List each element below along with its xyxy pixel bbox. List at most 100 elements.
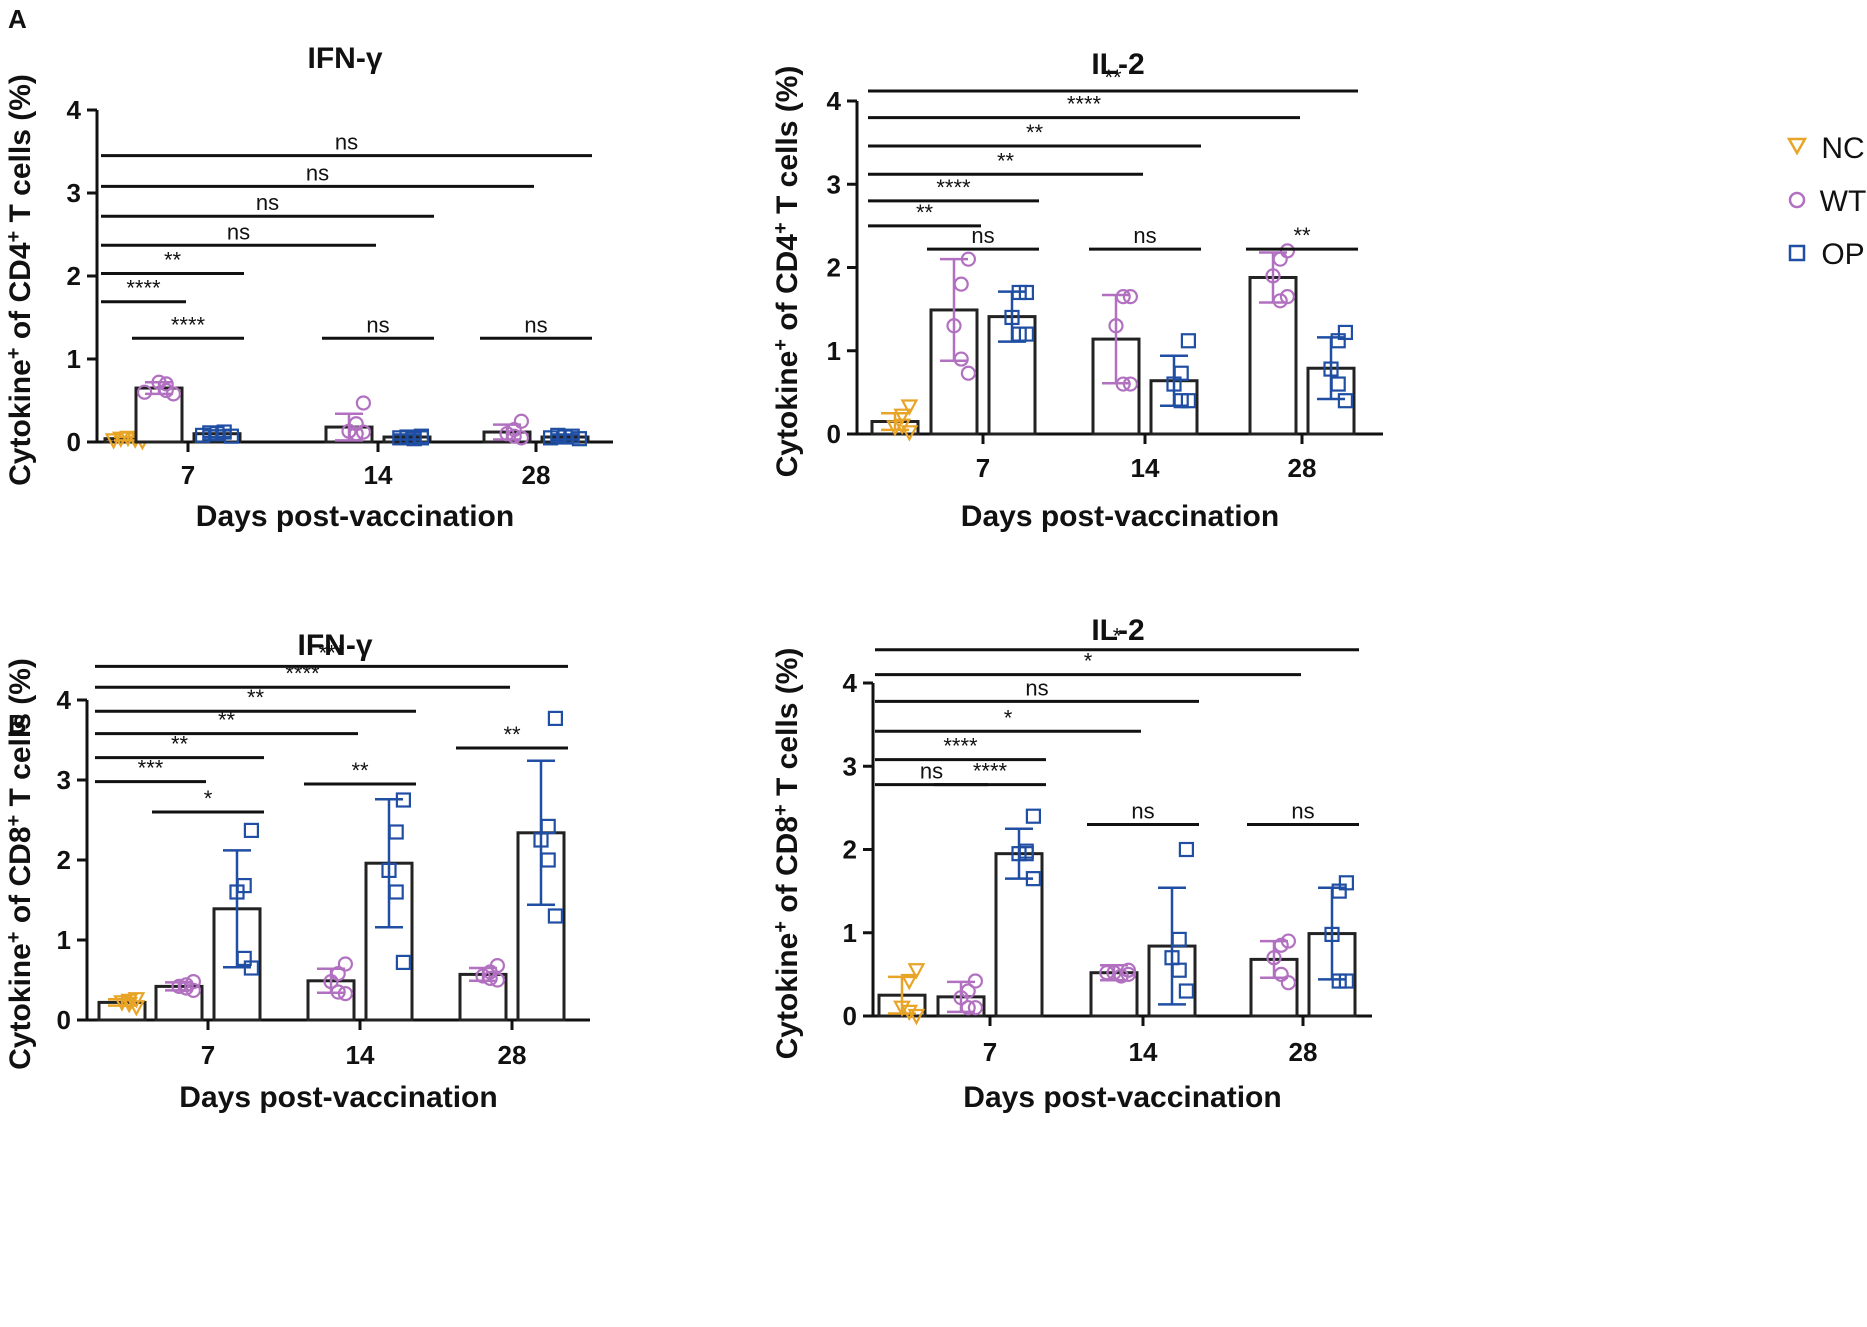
legend: NC WT OP <box>1786 132 1866 271</box>
wt-day-28-point <box>499 426 515 442</box>
wt-day-28-point <box>475 968 491 984</box>
wt-day-7-point <box>158 382 174 399</box>
y-tick-label: 0 <box>827 419 841 449</box>
op-day-7-point <box>1025 871 1042 887</box>
wt-day-14-point <box>330 984 346 1000</box>
y-axis-title-part: + <box>3 348 25 360</box>
y-axis-title-part: of CD4 <box>4 242 37 347</box>
op-day-7-point <box>223 428 239 444</box>
legend-item-op: OP <box>1788 238 1865 271</box>
y-tick-label: 2 <box>57 845 71 875</box>
wt-day-7-point <box>967 973 984 989</box>
op-day-7-point <box>1018 846 1034 862</box>
wt-day-28-point <box>513 413 530 429</box>
wt-day-28-point <box>1279 289 1296 305</box>
y-tick-label: 3 <box>827 169 841 199</box>
wt-day-14-point <box>355 395 371 411</box>
y-axis-title-part: Cytokine <box>4 359 37 486</box>
circle-icon <box>1788 191 1806 209</box>
significance-label: * <box>1113 624 1122 649</box>
op-day-28-point <box>1338 973 1355 989</box>
y-axis-title-part: + <box>770 339 792 351</box>
wt-day-7-point <box>953 276 969 292</box>
y-axis-title-part: + <box>770 804 792 816</box>
significance-label: ** <box>164 248 182 273</box>
significance-label: * <box>1084 649 1093 674</box>
significance-label: **** <box>943 734 978 759</box>
x-tick-label: 28 <box>1289 1037 1318 1067</box>
x-tick-label: 7 <box>201 1040 215 1070</box>
op-day-28-point <box>540 852 556 868</box>
op-day-7-point <box>243 822 259 839</box>
y-axis-title: Cytokine+ of CD8+ T cells (%) <box>770 648 804 1060</box>
wt-day-7-point <box>178 980 194 996</box>
x-axis-title: Days post-vaccination <box>963 1081 1281 1114</box>
significance-label: **** <box>285 661 320 686</box>
panel-label-a: A <box>8 4 27 34</box>
op-day-28-point <box>571 431 588 447</box>
wt-day-7-point <box>171 978 187 995</box>
x-tick-label: 14 <box>1129 1037 1158 1067</box>
wt-day-28-point <box>1280 975 1297 991</box>
y-tick-label: 1 <box>57 925 71 955</box>
op-day-14-point <box>1171 962 1187 978</box>
y-axis-title-part: T cells (%) <box>771 66 804 223</box>
op-day-28-point <box>1330 376 1346 392</box>
wt-day-28-point <box>1273 937 1289 953</box>
significance-label: **** <box>126 276 161 301</box>
x-axis-title: Days post-vaccination <box>179 1081 497 1114</box>
wt-day-28-point <box>1265 268 1281 284</box>
square-icon <box>1788 244 1806 262</box>
wt-day-28-point <box>1279 243 1296 259</box>
legend-label-op: OP <box>1821 238 1864 271</box>
x-tick-label: 7 <box>181 460 195 490</box>
op-day-28-point <box>540 818 556 835</box>
chart-a-cd4-ifn-gamma: IFN-γ 0 1 2 3 4 7 14 28 Days post-vaccination Cyto… <box>3 42 613 533</box>
op-day-14-point <box>395 792 411 808</box>
y-axis-title-part: Cytokine <box>771 933 804 1060</box>
op-day-14-point <box>388 884 404 900</box>
y-tick-label: 3 <box>843 751 857 781</box>
significance-label: ** <box>1293 223 1311 248</box>
y-axis-title-part: Cytokine <box>771 351 804 478</box>
legend-item-wt: WT <box>1788 185 1866 218</box>
y-axis-title-part: T cells (%) <box>4 658 37 815</box>
op-day-14-point <box>413 430 429 446</box>
significance-label: *** <box>138 756 164 781</box>
nc-point <box>127 1000 146 1017</box>
y-axis-title-part: of CD4 <box>771 234 804 339</box>
op-day-14-point <box>1166 376 1182 392</box>
significance-label: ** <box>1104 65 1122 90</box>
wt-day-7-point <box>158 376 174 392</box>
x-axis-title: Days post-vaccination <box>196 500 514 533</box>
chart-title: IL-2 <box>1091 614 1144 647</box>
y-tick-label: 3 <box>57 765 71 795</box>
op-day-28-point <box>547 908 564 924</box>
significance-label: **** <box>171 312 206 337</box>
op-day-14-point <box>1180 333 1197 349</box>
wt-day-7-point <box>960 251 977 267</box>
x-tick-label: 14 <box>1131 453 1160 483</box>
significance-label: ns <box>306 160 329 185</box>
y-tick-label: 2 <box>843 835 857 865</box>
op-day-7-point <box>243 960 259 976</box>
op-day-14-point <box>388 824 404 840</box>
wt-day-14-point <box>1115 289 1131 305</box>
y-tick-label: 1 <box>827 336 841 366</box>
y-axis-title-part: of CD8 <box>4 827 37 932</box>
chart-title: IL-2 <box>1091 48 1144 81</box>
legend-item-nc: NC <box>1786 132 1865 165</box>
wt-day-14-point <box>1099 965 1115 981</box>
op-day-28-point <box>1330 333 1346 349</box>
wt-day-28-point <box>489 972 505 988</box>
nc-point <box>900 425 919 442</box>
y-axis-title-part: Cytokine <box>4 943 37 1070</box>
x-tick-label: 28 <box>498 1040 527 1070</box>
y-tick-label: 0 <box>67 427 81 457</box>
op-day-28-point <box>1331 883 1347 899</box>
y-tick-label: 4 <box>827 86 842 116</box>
op-day-14-bar <box>364 861 414 1022</box>
significance-label: **** <box>936 175 971 200</box>
x-tick-label: 28 <box>1288 453 1317 483</box>
